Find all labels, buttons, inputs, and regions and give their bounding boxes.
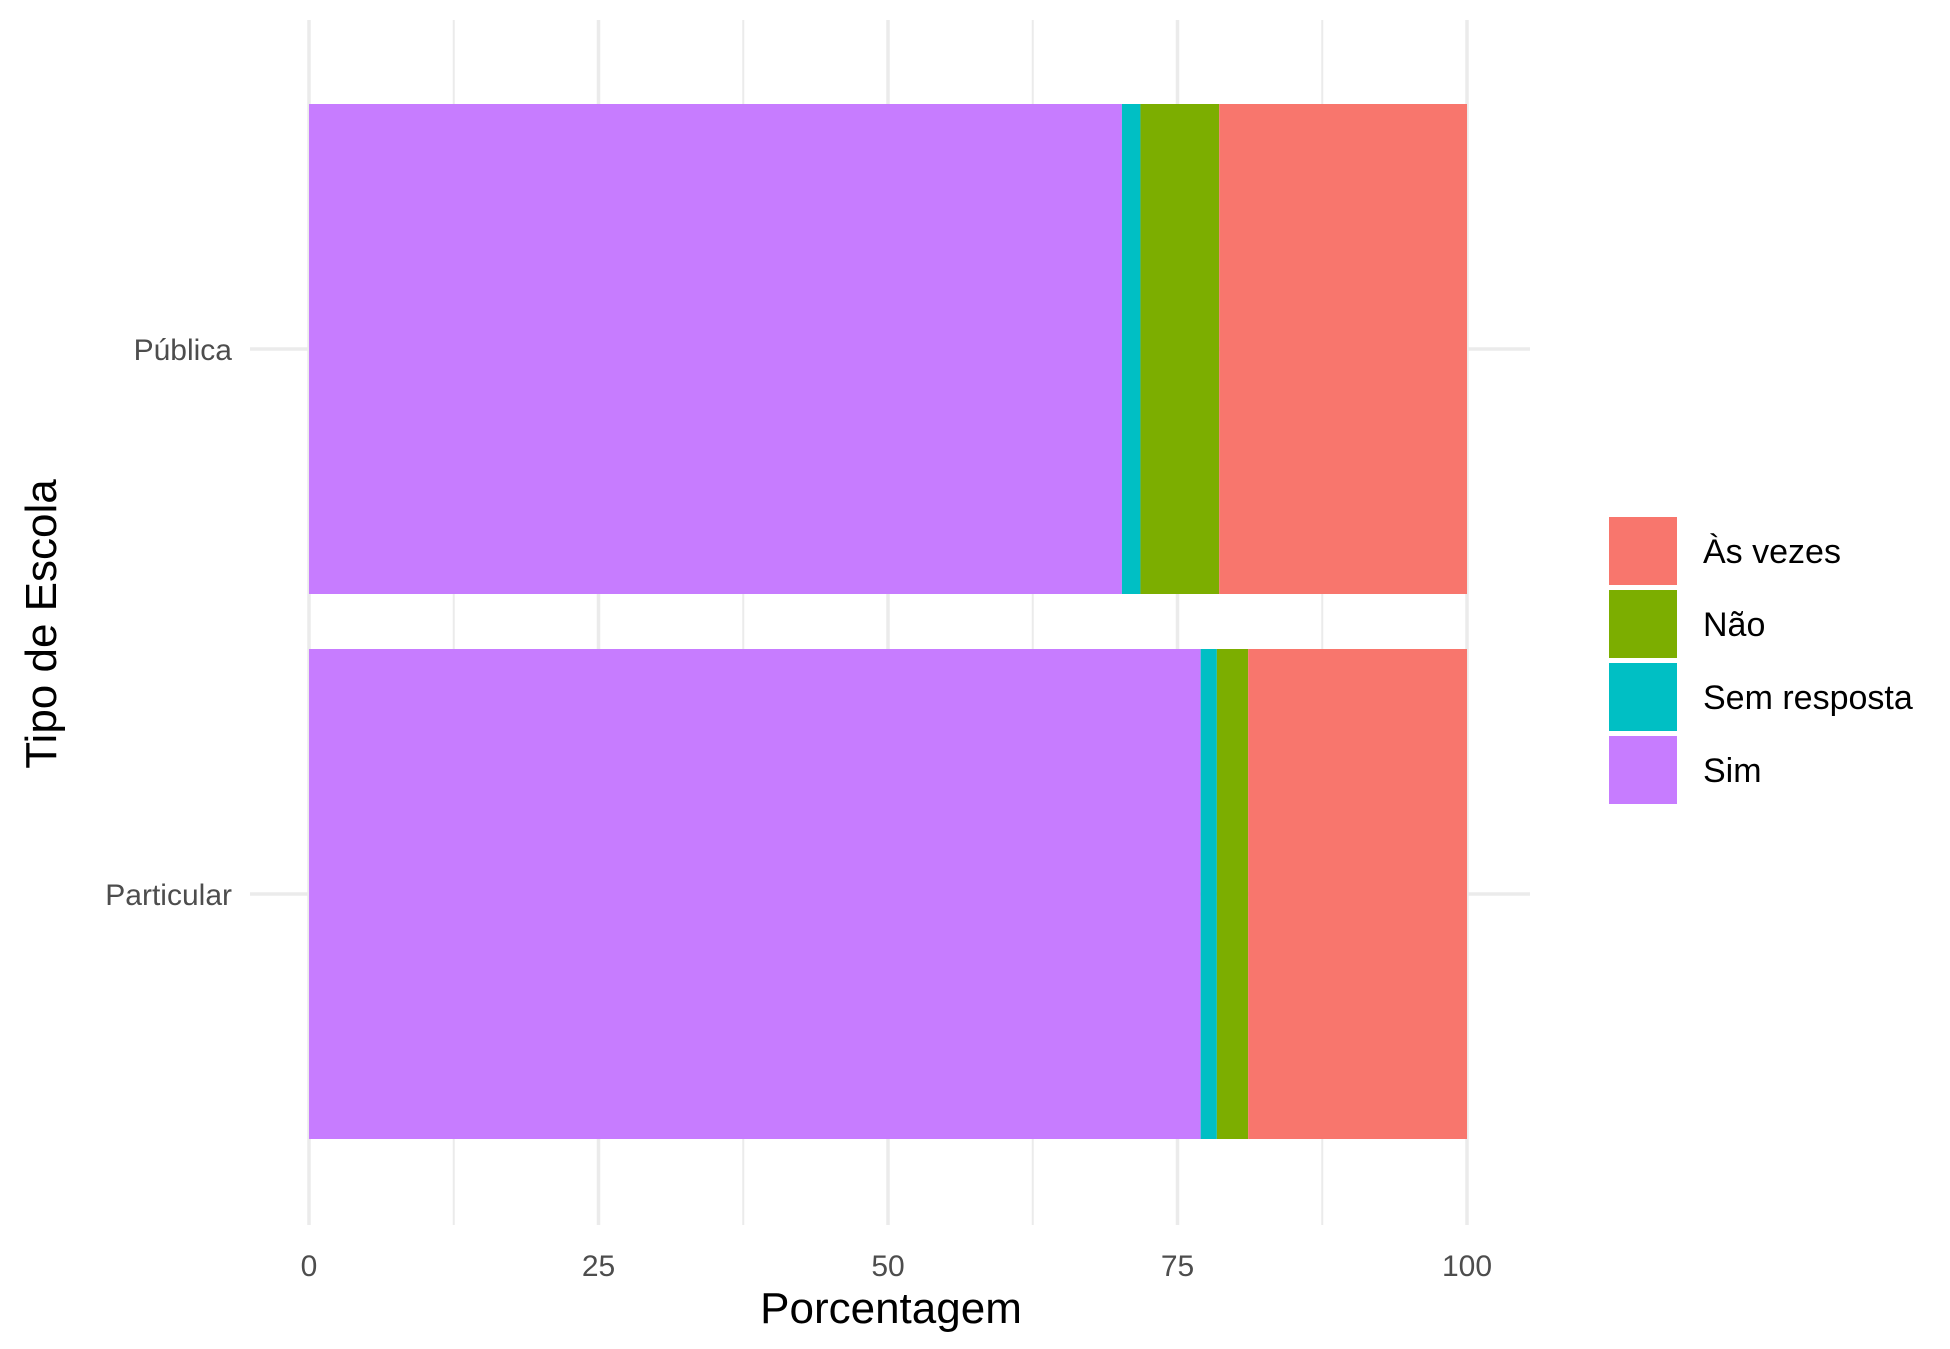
legend-key-sem-resposta	[1609, 663, 1677, 731]
x-tick-label: 0	[301, 1250, 318, 1283]
bar-publica-sim	[309, 104, 1122, 594]
x-tick-label: 75	[1161, 1250, 1194, 1283]
legend-label-sem-resposta: Sem resposta	[1703, 679, 1913, 717]
legend-label-nao: Não	[1703, 606, 1765, 644]
y-tick-label: Pública	[134, 334, 233, 367]
legend-label-sim: Sim	[1703, 752, 1762, 790]
y-tick-label: Particular	[105, 879, 232, 912]
legend-key-sim	[1609, 736, 1677, 804]
bar-particular-sim	[309, 649, 1201, 1139]
y-axis-ticks: Pública Particular	[105, 334, 232, 912]
bars	[309, 104, 1467, 1139]
y-axis-title: Tipo de Escola	[17, 479, 66, 769]
x-tick-label: 25	[582, 1250, 615, 1283]
legend-key-as-vezes	[1609, 517, 1677, 585]
bar-publica-nao	[1140, 104, 1220, 594]
legend-label-as-vezes: Às vezes	[1703, 533, 1841, 571]
bar-particular-sem-resposta	[1200, 649, 1217, 1139]
legend: Às vezes Não Sem resposta Sim	[1609, 517, 1913, 804]
bar-particular-nao	[1216, 649, 1249, 1139]
bar-particular-as-vezes	[1248, 649, 1467, 1139]
bar-publica-sem-resposta	[1121, 104, 1141, 594]
x-tick-label: 50	[871, 1250, 904, 1283]
x-axis-title: Porcentagem	[760, 1284, 1022, 1333]
bar-publica-as-vezes	[1219, 104, 1467, 594]
x-tick-label: 100	[1442, 1250, 1492, 1283]
legend-key-nao	[1609, 590, 1677, 658]
x-axis-ticks: 0 25 50 75 100	[301, 1250, 1492, 1283]
